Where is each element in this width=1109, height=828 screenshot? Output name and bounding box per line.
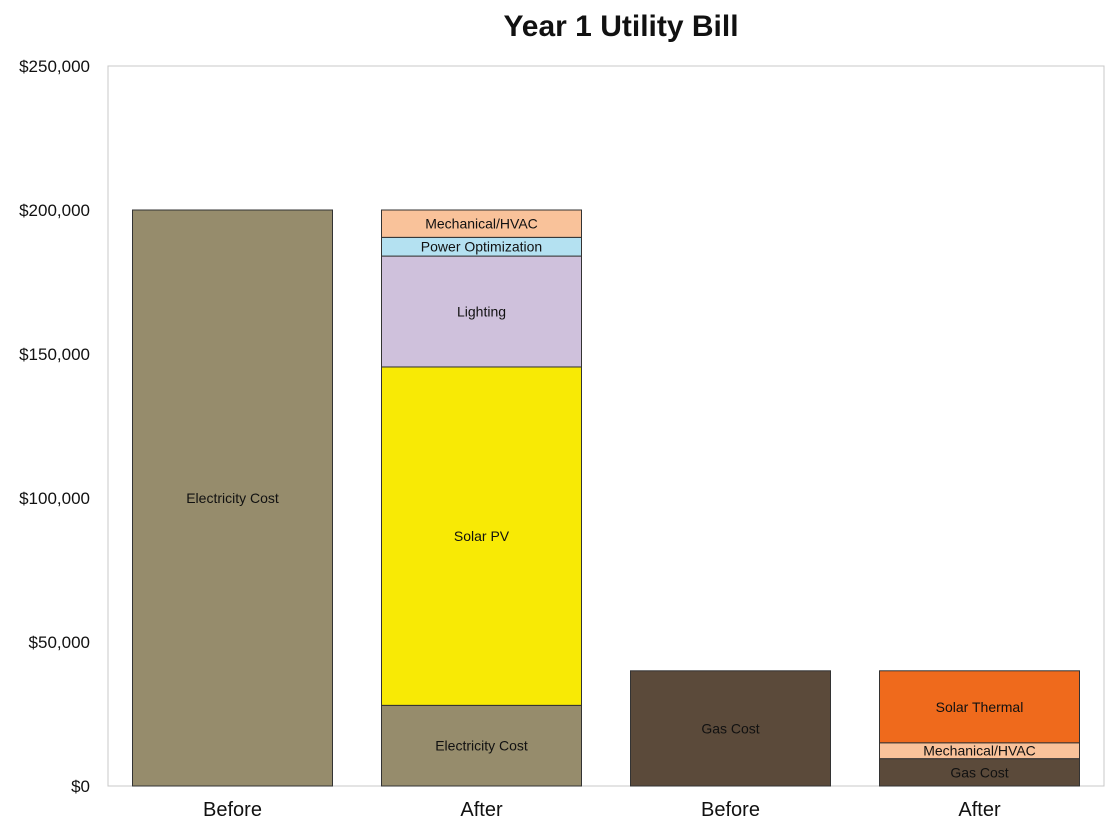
segment-label: Power Optimization	[421, 239, 542, 255]
bars: Electricity Cost Electricity Cost Solar PV…	[132, 209, 1080, 787]
bar-segment	[381, 209, 582, 238]
segment-label: Gas Cost	[701, 720, 759, 736]
x-axis: Before After Before After	[203, 799, 1001, 821]
segment-label: Electricity Cost	[435, 738, 528, 754]
x-tick-label: Before	[203, 799, 262, 821]
bar-segment	[879, 758, 1080, 787]
y-tick-label: $150,000	[19, 345, 90, 364]
bar-segment	[630, 670, 831, 787]
bar-segment	[132, 209, 333, 787]
bar-segment	[381, 704, 582, 787]
segment-label: Electricity Cost	[186, 490, 279, 506]
y-tick-label: $200,000	[19, 201, 90, 220]
segment-label: Solar Thermal	[936, 699, 1024, 715]
x-tick-label: Before	[701, 799, 760, 821]
segment-label: Solar PV	[454, 528, 510, 544]
chart-title: Year 1 Utility Bill	[503, 10, 738, 43]
x-tick-label: After	[460, 799, 503, 821]
y-tick-label: $100,000	[19, 489, 90, 508]
bar-segment	[879, 670, 1080, 744]
segment-label: Lighting	[457, 304, 506, 320]
y-tick-label: $50,000	[29, 633, 90, 652]
segment-label: Gas Cost	[950, 764, 1008, 780]
segment-label: Mechanical/HVAC	[923, 743, 1036, 759]
bar-segment	[381, 366, 582, 706]
y-axis: $0 $50,000 $100,000 $150,000 $200,000 $250,00…	[19, 57, 90, 796]
y-tick-label: $0	[71, 777, 90, 796]
y-tick-label: $250,000	[19, 57, 90, 76]
x-tick-label: After	[958, 799, 1001, 821]
segment-label: Mechanical/HVAC	[425, 216, 538, 232]
